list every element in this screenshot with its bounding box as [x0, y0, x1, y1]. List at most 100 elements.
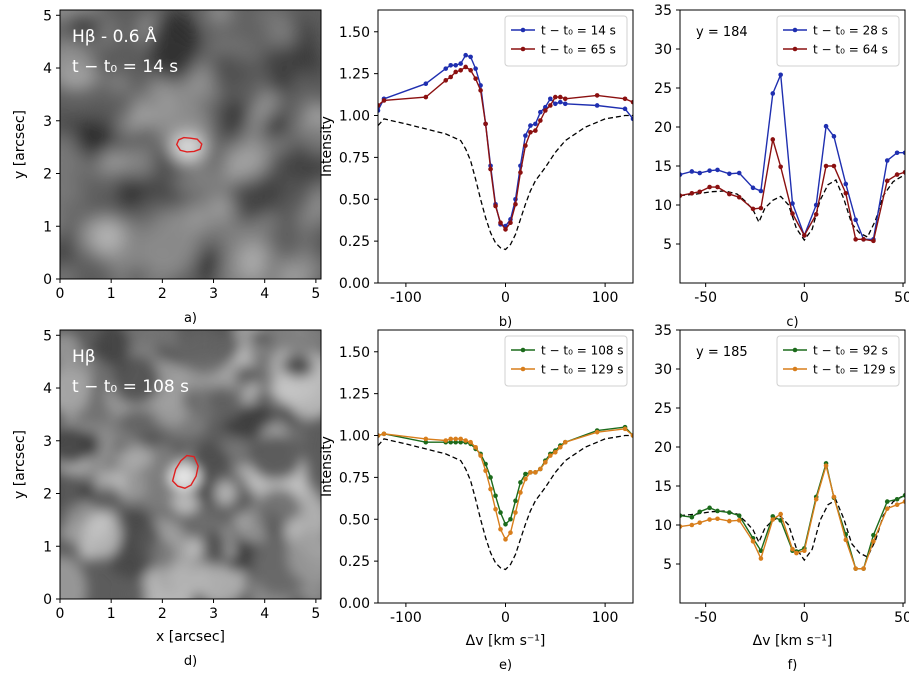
data-point: [562, 439, 568, 445]
y-tick-label: 0.00: [339, 596, 370, 612]
data-point: [727, 510, 732, 515]
data-point: [381, 98, 387, 103]
texture-blob: [63, 10, 103, 41]
axes-frame: [59, 329, 322, 600]
data-point: [443, 438, 449, 443]
texture-blob: [124, 445, 154, 470]
y-tick-label: 35: [654, 3, 672, 19]
data-point: [453, 436, 458, 442]
data-point: [448, 436, 454, 442]
data-point: [715, 184, 720, 190]
axes-frame: [59, 9, 322, 280]
y-tick-label: 25: [654, 81, 672, 97]
data-point: [758, 188, 764, 194]
data-point: [813, 496, 819, 502]
texture-blob: [239, 244, 267, 279]
reference-profile-line: [378, 114, 633, 251]
data-point: [689, 169, 695, 174]
texture-blob: [289, 10, 312, 18]
data-point: [493, 203, 498, 209]
data-point: [528, 470, 533, 475]
legend-entry-label: t − t₀ = 129 s: [541, 363, 624, 377]
axes-frame: [679, 9, 906, 284]
x-tick-label: -50: [694, 290, 717, 306]
overlay-time-label: t − t₀ = 14 s: [72, 57, 178, 77]
data-point: [378, 103, 381, 108]
y-tick-label: 25: [654, 401, 672, 417]
data-point: [758, 556, 764, 561]
texture-blob: [205, 10, 235, 27]
panel-label: b): [499, 315, 512, 330]
plot-series-group: [378, 424, 633, 571]
data-point: [548, 453, 553, 458]
x-tick-label: 0: [501, 290, 510, 306]
data-point: [750, 539, 756, 544]
data-point: [458, 67, 463, 73]
texture-blob: [248, 435, 303, 481]
texture-blob: [261, 112, 287, 141]
y-tick-label: 5: [663, 237, 672, 253]
data-point: [557, 99, 563, 105]
data-point: [902, 499, 905, 504]
data-point: [523, 143, 528, 148]
data-point: [423, 439, 429, 445]
data-point: [770, 517, 776, 522]
data-point: [548, 96, 553, 102]
data-point: [508, 516, 513, 522]
data-point: [622, 106, 628, 112]
y-tick-label: 20: [654, 440, 672, 456]
legend-swatch-marker: [520, 27, 526, 33]
y-tick-label: 1.25: [339, 67, 370, 83]
texture-blob: [202, 531, 228, 566]
data-point: [790, 211, 795, 216]
y-tick-label: 0.75: [339, 470, 370, 486]
x-tick-label: 3: [209, 606, 218, 622]
texture-blob: [74, 118, 113, 159]
y-tick-label: 0: [43, 592, 52, 608]
data-point: [473, 444, 478, 450]
texture-blob: [147, 10, 201, 80]
texture-blob: [91, 54, 113, 78]
data-point: [736, 513, 742, 518]
legend: t − t₀ = 14 s t − t₀ = 65 s: [504, 15, 628, 67]
x-tick-label: 1: [107, 606, 116, 622]
texture-blob: [187, 205, 212, 233]
texture-blob: [121, 577, 147, 599]
texture-blob: [140, 94, 165, 112]
texture-blob: [264, 19, 295, 47]
data-point: [861, 237, 866, 242]
texture-blob: [140, 170, 168, 202]
data-point: [498, 527, 503, 532]
data-point: [790, 546, 795, 552]
data-point: [727, 191, 732, 197]
data-point: [533, 470, 538, 475]
data-point: [680, 172, 683, 177]
data-point: [689, 191, 695, 196]
data-point: [894, 172, 900, 177]
data-point: [902, 493, 905, 498]
data-point: [594, 429, 600, 435]
x-tick-label: 0: [56, 606, 65, 622]
x-tick-label: 5: [311, 286, 320, 302]
legend-box: [776, 335, 900, 387]
y-tick-label: 0.50: [339, 512, 370, 528]
x-tick-label: 4: [260, 606, 269, 622]
data-point: [802, 233, 807, 238]
data-point: [884, 158, 890, 163]
x-tick-label: 100: [592, 290, 619, 306]
data-point: [498, 510, 503, 515]
legend-entry-label: t − t₀ = 28 s: [813, 24, 888, 38]
y-tick-label: 3: [43, 434, 52, 450]
x-tick-label: 4: [260, 286, 269, 302]
data-point: [790, 201, 795, 206]
texture-blob: [287, 530, 321, 582]
data-point: [381, 431, 387, 437]
y-tick-label: 1.50: [339, 25, 370, 41]
data-point: [630, 433, 633, 438]
texture-blob: [178, 330, 232, 374]
data-point: [448, 62, 454, 68]
data-point: [630, 99, 633, 105]
y-tick-label: 4: [43, 61, 52, 77]
data-point: [707, 517, 712, 522]
